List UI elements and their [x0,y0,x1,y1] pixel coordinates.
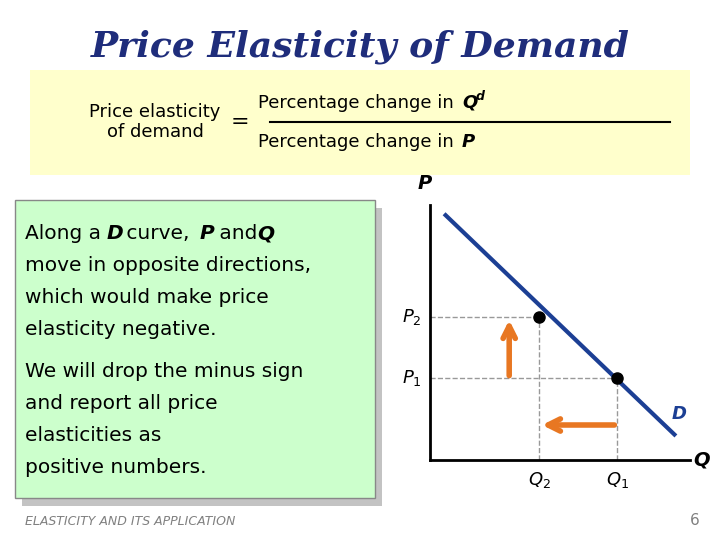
Text: elasticities as: elasticities as [25,426,161,445]
Text: We will drop the minus sign: We will drop the minus sign [25,362,303,381]
Text: d: d [476,90,485,103]
Text: D: D [672,405,687,423]
Text: $\mathbf{\mathit{P_1}}$: $\mathbf{\mathit{P_1}}$ [402,368,422,388]
Text: elasticity negative.: elasticity negative. [25,320,217,339]
Text: ELASTICITY AND ITS APPLICATION: ELASTICITY AND ITS APPLICATION [25,515,235,528]
Text: Q: Q [257,224,274,243]
Text: Percentage change in: Percentage change in [258,133,460,151]
Text: which would make price: which would make price [25,288,269,307]
Text: D: D [107,224,124,243]
Text: P: P [418,174,432,193]
Text: move in opposite directions,: move in opposite directions, [25,256,311,275]
Bar [15,200,375,498]
Text: Along a: Along a [25,224,107,243]
Text: Price Elasticity of Demand: Price Elasticity of Demand [91,30,629,64]
Text: curve,: curve, [120,224,196,243]
Text: Percentage change in: Percentage change in [258,94,460,112]
Text: Price elasticity
of demand: Price elasticity of demand [89,103,221,141]
Bar [22,208,382,506]
Text: Q: Q [462,94,477,112]
Text: 6: 6 [690,513,700,528]
Bar [30,70,690,175]
Text: =: = [230,112,249,132]
Text: P: P [200,224,215,243]
Text: and report all price: and report all price [25,394,217,413]
Text: positive numbers.: positive numbers. [25,458,207,477]
Text: P: P [462,133,475,151]
Text: Q: Q [693,450,711,469]
Text: $\mathbf{\mathit{Q_2}}$: $\mathbf{\mathit{Q_2}}$ [528,470,551,490]
Text: $\mathbf{\mathit{P_2}}$: $\mathbf{\mathit{P_2}}$ [402,307,422,327]
Text: and: and [213,224,264,243]
Text: $\mathbf{\mathit{Q_1}}$: $\mathbf{\mathit{Q_1}}$ [606,470,629,490]
